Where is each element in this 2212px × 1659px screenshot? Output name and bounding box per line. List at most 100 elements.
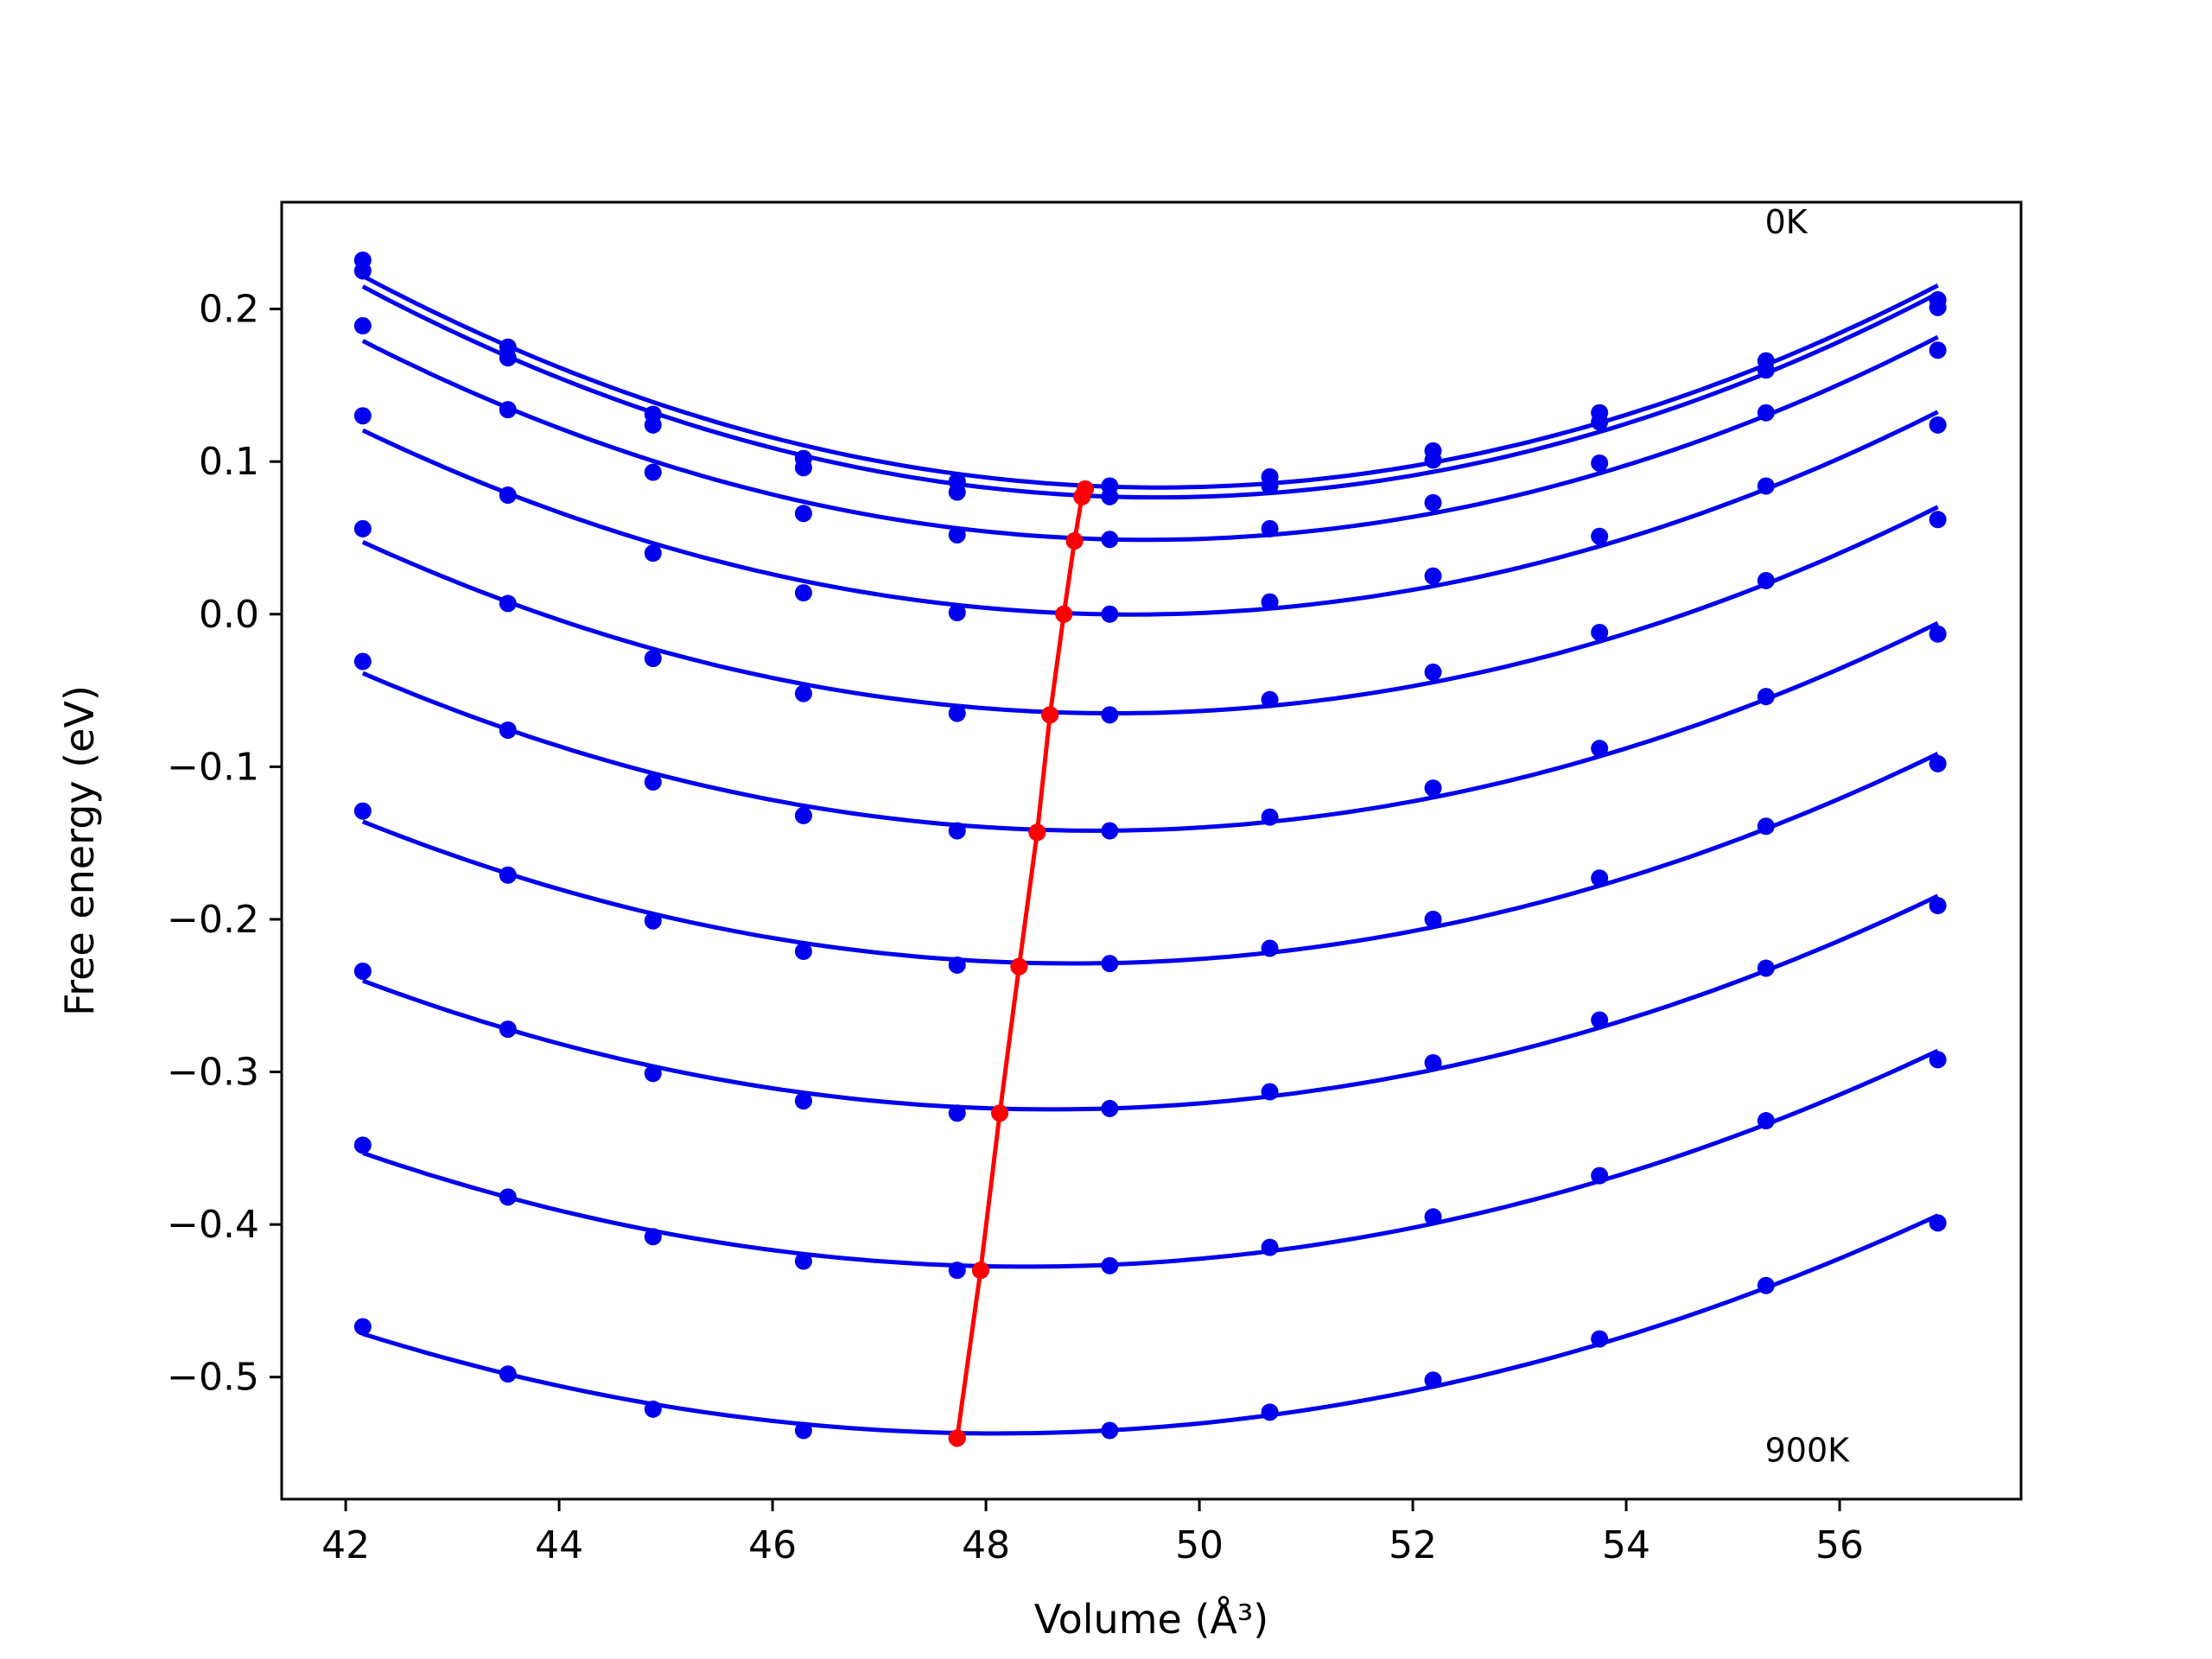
data-point bbox=[1101, 1256, 1119, 1274]
y-tick-label: 0.1 bbox=[199, 440, 259, 484]
data-point bbox=[644, 463, 662, 481]
data-point bbox=[794, 806, 812, 824]
data-point bbox=[1424, 663, 1442, 681]
data-point bbox=[1591, 1166, 1609, 1185]
free-energy-curve-9 bbox=[362, 1213, 1939, 1436]
data-point bbox=[1424, 779, 1442, 798]
data-point bbox=[1261, 1238, 1279, 1256]
data-point bbox=[499, 486, 517, 505]
y-axis-label: Free energy (eV) bbox=[56, 685, 103, 1016]
data-point bbox=[948, 604, 966, 622]
data-point bbox=[353, 652, 372, 671]
data-point bbox=[1757, 688, 1775, 706]
data-point bbox=[1757, 1276, 1775, 1294]
data-point bbox=[1101, 487, 1119, 505]
data-point bbox=[353, 262, 372, 280]
data-point bbox=[499, 1020, 517, 1039]
data-point bbox=[948, 822, 966, 840]
data-point bbox=[1929, 341, 1947, 359]
minimum-line bbox=[955, 488, 1088, 1439]
data-point bbox=[353, 802, 372, 820]
free-energy-curve-7 bbox=[362, 893, 1939, 1112]
data-point bbox=[948, 1262, 966, 1280]
data-point bbox=[644, 649, 662, 667]
data-point bbox=[1929, 298, 1947, 316]
free-energy-curve-1 bbox=[361, 284, 1939, 500]
minimum-point bbox=[1041, 706, 1059, 724]
data-point bbox=[644, 416, 662, 434]
free-energy-curve-2 bbox=[361, 334, 1939, 543]
y-tick-label: −0.5 bbox=[167, 1356, 259, 1400]
data-point bbox=[1591, 413, 1609, 431]
data-point bbox=[1101, 605, 1119, 623]
data-point bbox=[1591, 1330, 1609, 1348]
data-point bbox=[1261, 1083, 1279, 1101]
x-tick-label: 48 bbox=[962, 1523, 1010, 1567]
x-axis-ticks: 42 44 46 48 50 52 54 56 bbox=[321, 1499, 1864, 1567]
data-point bbox=[353, 519, 372, 537]
data-point bbox=[1591, 527, 1609, 545]
data-point bbox=[499, 721, 517, 739]
data-point bbox=[1757, 404, 1775, 422]
curves-layer bbox=[361, 274, 1939, 1436]
x-tick-label: 56 bbox=[1815, 1523, 1864, 1567]
free-energy-curve-3 bbox=[361, 410, 1939, 617]
data-point bbox=[1591, 454, 1609, 472]
data-point bbox=[499, 594, 517, 613]
data-point bbox=[1929, 1214, 1947, 1232]
data-point bbox=[1591, 1011, 1609, 1029]
data-point bbox=[353, 1136, 372, 1154]
data-point bbox=[1101, 822, 1119, 840]
y-tick-label: −0.1 bbox=[167, 745, 259, 789]
data-point bbox=[1591, 869, 1609, 887]
data-point bbox=[794, 943, 812, 961]
data-point bbox=[644, 1065, 662, 1083]
data-point bbox=[1101, 531, 1119, 549]
data-point bbox=[1261, 477, 1279, 495]
x-tick-label: 54 bbox=[1602, 1523, 1650, 1567]
x-tick-label: 46 bbox=[748, 1523, 797, 1567]
data-point bbox=[1261, 690, 1279, 709]
data-point bbox=[1424, 567, 1442, 585]
data-point bbox=[1757, 571, 1775, 589]
data-point bbox=[948, 1104, 966, 1122]
x-tick-label: 52 bbox=[1389, 1523, 1437, 1567]
plot-frame bbox=[280, 200, 2023, 1501]
free-energy-curve-0 bbox=[361, 274, 1939, 490]
data-point bbox=[1424, 1208, 1442, 1226]
data-point bbox=[794, 584, 812, 602]
y-tick-label: −0.3 bbox=[167, 1051, 259, 1095]
data-point bbox=[644, 773, 662, 791]
data-point bbox=[353, 1318, 372, 1336]
data-point bbox=[1261, 939, 1279, 957]
x-tick-label: 50 bbox=[1175, 1523, 1224, 1567]
data-point bbox=[948, 483, 966, 501]
data-point bbox=[644, 1400, 662, 1418]
data-point bbox=[794, 1421, 812, 1440]
data-point bbox=[1261, 593, 1279, 611]
minimum-point bbox=[1010, 957, 1028, 976]
data-point bbox=[794, 684, 812, 702]
data-point bbox=[1261, 808, 1279, 826]
data-point bbox=[1757, 817, 1775, 836]
y-tick-label: −0.4 bbox=[167, 1203, 259, 1247]
data-point bbox=[644, 544, 662, 563]
data-point bbox=[1757, 959, 1775, 977]
data-point bbox=[948, 525, 966, 543]
data-point bbox=[1929, 754, 1947, 772]
data-point bbox=[644, 1228, 662, 1246]
data-point bbox=[1757, 477, 1775, 495]
data-point bbox=[794, 1092, 812, 1110]
annotations-layer: 0K 900K bbox=[1765, 203, 1851, 1470]
minimum-point bbox=[948, 1429, 966, 1447]
data-point bbox=[794, 1252, 812, 1270]
data-point bbox=[499, 1188, 517, 1206]
y-tick-label: 0.2 bbox=[199, 288, 259, 332]
data-point bbox=[1424, 451, 1442, 469]
y-tick-label: 0.0 bbox=[199, 593, 259, 637]
data-point bbox=[1757, 1112, 1775, 1130]
data-point bbox=[353, 317, 372, 335]
minimum-layer bbox=[948, 480, 1094, 1447]
data-point bbox=[1591, 740, 1609, 758]
data-point bbox=[353, 963, 372, 981]
